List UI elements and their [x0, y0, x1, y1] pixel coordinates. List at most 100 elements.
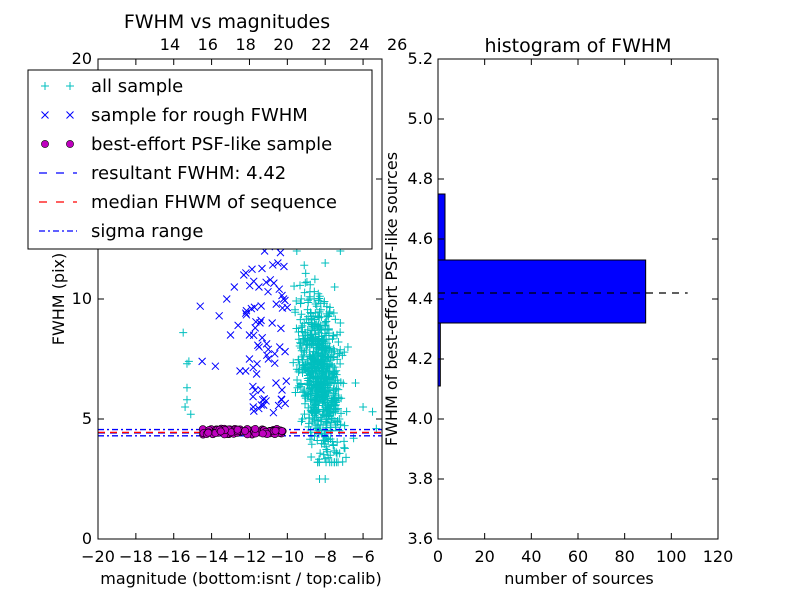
histogram-ylabel: FWHM of best-effort PSF-like sources: [382, 152, 401, 446]
all-sample-point: [304, 403, 313, 412]
rough-fwhm-point: [259, 401, 268, 409]
all-sample-point: [321, 259, 330, 267]
all-sample-point: [310, 373, 319, 382]
all-sample-point: [318, 352, 327, 361]
scatter-ylabel: FWHM (pix): [49, 253, 68, 346]
rough-fwhm-point: [254, 404, 263, 413]
x-tick-label: −8: [313, 547, 337, 566]
all-sample-point: [312, 398, 321, 407]
rough-fwhm-point: [262, 340, 271, 348]
rough-fwhm-point: [272, 379, 280, 387]
rough-fwhm-point: [249, 331, 258, 340]
rough-fwhm-point: [281, 347, 289, 356]
rough-fwhm-point: [249, 277, 258, 286]
all-sample-point: [317, 371, 326, 380]
legend-label: sample for rough FWHM: [91, 105, 308, 126]
all-sample-point: [340, 348, 349, 357]
all-sample-point: [351, 379, 360, 387]
rough-fwhm-point: [234, 321, 242, 330]
all-sample-point: [184, 357, 193, 366]
histogram-bar: [437, 259, 647, 324]
all-sample-point: [335, 449, 344, 458]
all-sample-point: [316, 321, 325, 330]
rough-fwhm-point: [277, 324, 285, 333]
all-sample-point: [334, 338, 343, 347]
all-sample-point: [333, 417, 342, 426]
all-sample-point: [329, 344, 338, 353]
rough-fwhm-point: [211, 362, 220, 371]
x-tick-label: −10: [270, 547, 304, 566]
all-sample-point: [297, 417, 306, 426]
rough-fwhm-point: [252, 370, 261, 378]
rough-fwhm-point: [249, 363, 258, 372]
all-sample-point: [342, 407, 351, 416]
y-tick-label: 3.6: [408, 529, 433, 548]
all-sample-point: [313, 421, 322, 430]
rough-fwhm-point: [226, 331, 235, 339]
rough-fwhm-point: [281, 296, 289, 305]
all-sample-point: [336, 359, 345, 368]
all-sample-point: [295, 366, 304, 375]
all-sample-point: [300, 288, 309, 297]
rough-fwhm-point: [262, 351, 271, 360]
all-sample-point: [309, 353, 318, 362]
all-sample-point: [308, 335, 317, 344]
all-sample-point: [314, 357, 323, 366]
scatter-title: FWHM vs magnitudes: [124, 11, 330, 33]
all-sample-point: [296, 339, 305, 348]
legend-item: median FHWM of sequence: [39, 192, 337, 213]
all-sample-point: [317, 369, 326, 378]
legend-item: sample for rough FWHM: [41, 105, 308, 126]
rough-fwhm-point: [282, 377, 291, 385]
all-sample-point: [309, 363, 318, 372]
all-sample-point: [311, 400, 320, 409]
all-sample-point: [311, 330, 320, 339]
all-sample-point: [316, 359, 325, 368]
rough-fwhm-point: [250, 303, 259, 312]
scatter-legend: all sample sample for rough FWHM best-effo…: [27, 69, 373, 250]
all-sample-point: [340, 437, 349, 446]
legend-marker-plus: [66, 82, 74, 90]
legend-item: best-effort PSF-like sample: [41, 134, 332, 155]
x-tick-label: −18: [119, 547, 153, 566]
all-sample-point: [325, 374, 334, 383]
all-sample-point: [304, 296, 313, 305]
all-sample-point: [182, 383, 191, 392]
all-sample-point: [292, 324, 301, 333]
all-sample-point: [308, 414, 317, 423]
all-sample-point: [293, 375, 302, 384]
rough-fwhm-point: [276, 248, 285, 257]
y-tick-label: 4.6: [408, 229, 433, 248]
rough-fwhm-point: [264, 355, 273, 363]
all-sample-point: [310, 275, 319, 284]
scatter-points: [98, 79, 382, 483]
all-sample-point: [322, 366, 331, 375]
all-sample-point: [313, 337, 322, 346]
rough-fwhm-point: [230, 283, 239, 291]
legend-marker-x: [41, 111, 49, 119]
all-sample-point: [313, 311, 322, 320]
all-sample-point: [322, 445, 331, 454]
all-sample-point: [327, 458, 336, 467]
all-sample-point: [296, 299, 305, 308]
rough-fwhm-point: [262, 278, 270, 287]
y-tick-label: 5: [82, 409, 92, 428]
all-sample-point: [336, 328, 345, 337]
all-sample-point: [340, 444, 349, 453]
all-sample-point: [314, 341, 323, 350]
scatter-chart: FWHM vs magnitudes −20 −18 −16 −14 −12 −10 −8−…: [27, 11, 407, 588]
all-sample-point: [301, 278, 310, 287]
histogram-data: [437, 193, 688, 387]
all-sample-point: [317, 343, 326, 352]
all-sample-point: [186, 410, 195, 419]
all-sample-point: [322, 331, 331, 340]
y-tick-label: 5.2: [408, 49, 433, 68]
x-tick-label: 40: [521, 547, 541, 566]
all-sample-point: [322, 415, 331, 424]
all-sample-point: [314, 430, 323, 439]
all-sample-point: [296, 379, 305, 388]
rough-fwhm-point: [274, 401, 283, 410]
y-tick-label: 5.0: [408, 109, 433, 128]
all-sample-point: [313, 458, 322, 467]
all-sample-point: [301, 392, 310, 401]
